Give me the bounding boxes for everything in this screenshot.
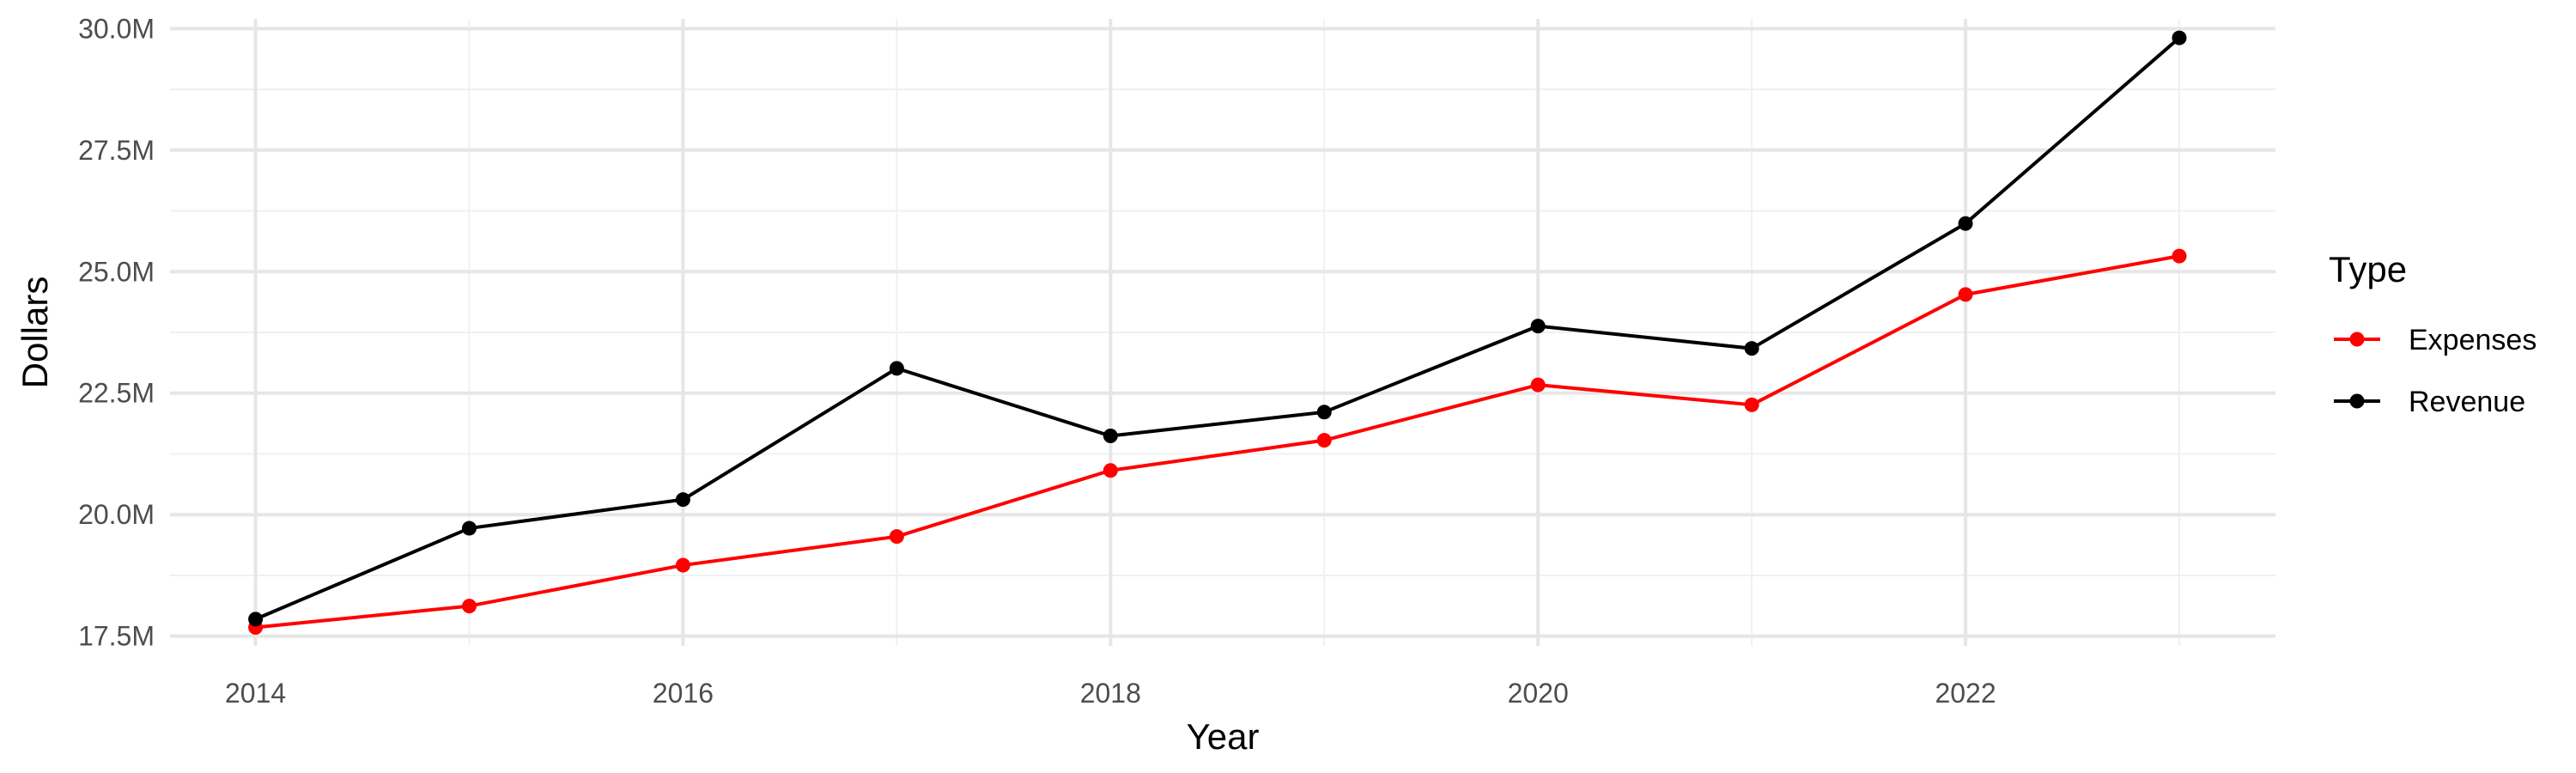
y-tick-label: 27.5M [78,135,155,166]
y-tick-label: 22.5M [78,378,155,409]
legend: Type Expenses Revenue [2329,249,2537,418]
data-point-expenses [1530,377,1546,393]
data-point-expenses [1103,463,1118,478]
data-point-revenue [1103,429,1118,444]
legend-title: Type [2329,249,2407,289]
series-line-expenses [255,254,2180,630]
data-point-revenue [1744,341,1759,356]
y-tick-label: 20.0M [78,499,155,530]
legend-label: Expenses [2409,324,2537,356]
data-point-revenue [1316,405,1332,420]
axes: 2014 2016 2018 2020 2022 17.5M 20.0M 22.5M 25.0M… [78,13,1996,709]
data-point-expenses [2172,248,2187,264]
data-point-revenue [1958,216,1973,231]
x-tick-label: 2022 [1935,678,1996,709]
data-point-revenue [2172,30,2187,46]
data-point-expenses [1316,433,1332,448]
legend-label: Revenue [2409,386,2525,418]
data-point-revenue [248,612,264,627]
y-axis-title: Dollars [15,277,55,389]
data-point-expenses [675,557,690,573]
y-tick-label: 30.0M [78,13,155,44]
x-tick-label: 2018 [1080,678,1141,709]
x-tick-label: 2016 [653,678,714,709]
y-tick-label: 25.0M [78,256,155,287]
x-tick-label: 2020 [1508,678,1569,709]
series-line-revenue [254,36,2181,621]
data-point-expenses [1744,397,1759,412]
data-point-revenue [1530,319,1546,334]
legend-key-point [2349,393,2365,409]
data-point-expenses [889,529,904,545]
data-point-expenses [462,599,477,614]
legend-key-point [2349,332,2365,347]
data-point-revenue [675,492,690,508]
data-point-expenses [1958,287,1973,302]
data-point-revenue [889,361,904,376]
x-axis-title: Year [1187,716,1260,757]
x-tick-label: 2014 [225,678,286,709]
y-tick-label: 17.5M [78,621,155,652]
grid [170,19,2275,646]
data-point-revenue [462,520,477,536]
series-layer [248,30,2187,635]
